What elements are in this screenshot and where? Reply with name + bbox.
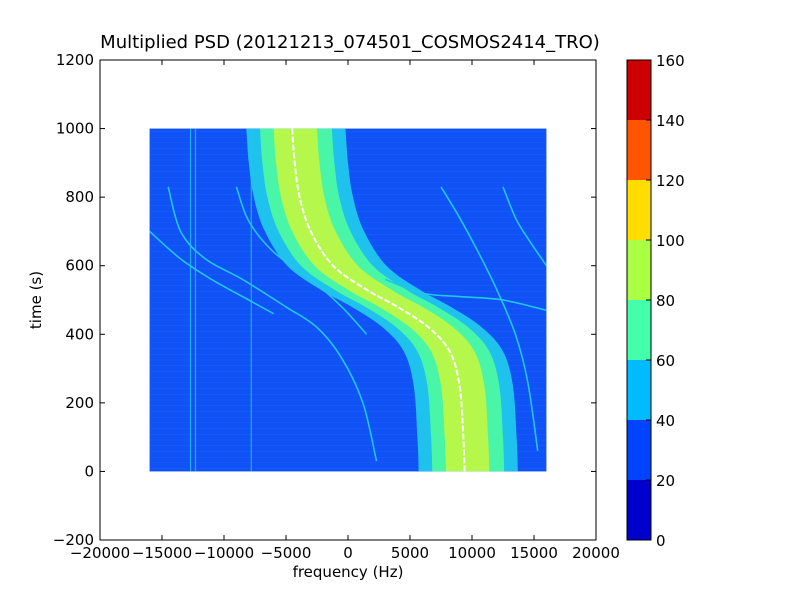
y-tick-label: 1000 — [56, 120, 94, 138]
colorbar-tick-label: 140 — [656, 112, 685, 130]
x-tick-label: −20000 — [70, 544, 130, 562]
plot-area: −20000 −15000 −10000 −5000 0 5000 10000 15000 20… — [53, 51, 620, 562]
colorbar-tick-label: 20 — [656, 472, 675, 490]
x-tick-label: −10000 — [194, 544, 254, 562]
y-axis-ticks: −200 0 200 400 600 800 1000 1200 — [53, 51, 596, 549]
trace-band-80-100 — [273, 128, 490, 472]
y-tick-label: 800 — [65, 188, 94, 206]
colorbar-segment — [627, 180, 651, 240]
colorbar-tick-label: 0 — [656, 532, 666, 550]
colorbar-segment — [627, 120, 651, 180]
faint-trace — [384, 278, 547, 312]
y-tick-label: 200 — [65, 394, 94, 412]
colorbar-tick-label: 80 — [656, 292, 675, 310]
heatmap-data — [149, 128, 547, 472]
faint-trace — [149, 230, 274, 315]
x-tick-label: 15000 — [510, 544, 558, 562]
faint-trace — [440, 186, 539, 452]
colorbar-tick-label: 60 — [656, 352, 675, 370]
y-axis-label: time (s) — [27, 271, 45, 329]
colorbar-segment — [627, 360, 651, 420]
faint-trace — [167, 186, 378, 462]
chart-title: Multiplied PSD (20121213_074501_COSMOS24… — [100, 32, 600, 53]
trace-peak-line — [291, 128, 466, 472]
faint-trace — [235, 186, 368, 335]
x-tick-label: 5000 — [391, 544, 429, 562]
colorbar-segment — [627, 60, 651, 120]
colorbar-segment — [627, 300, 651, 360]
colorbar-segment — [627, 420, 651, 480]
x-tick-label: 10000 — [448, 544, 496, 562]
x-axis-label: frequency (Hz) — [293, 563, 404, 581]
colorbar-tick-label: 40 — [656, 412, 675, 430]
colorbar-segment — [627, 480, 651, 540]
y-tick-label: 0 — [84, 462, 94, 480]
y-tick-label: 600 — [65, 257, 94, 275]
colorbar-tick-label: 100 — [656, 232, 685, 250]
colorbar-tick-label: 120 — [656, 172, 685, 190]
colorbar-tick-label: 160 — [656, 52, 685, 70]
x-axis-ticks: −20000 −15000 −10000 −5000 0 5000 10000 15000 20… — [70, 60, 620, 562]
x-tick-label: 0 — [343, 544, 353, 562]
x-tick-label: −5000 — [261, 544, 312, 562]
colorbar: 0 20 40 60 80 100 120 140 160 — [626, 52, 685, 550]
x-tick-label: 20000 — [572, 544, 620, 562]
faint-trace — [502, 186, 547, 267]
y-tick-label: −200 — [53, 531, 94, 549]
x-tick-label: −15000 — [132, 544, 192, 562]
colorbar-segment — [627, 240, 651, 300]
y-tick-label: 400 — [65, 325, 94, 343]
y-tick-label: 1200 — [56, 51, 94, 69]
trace-group — [149, 128, 547, 472]
